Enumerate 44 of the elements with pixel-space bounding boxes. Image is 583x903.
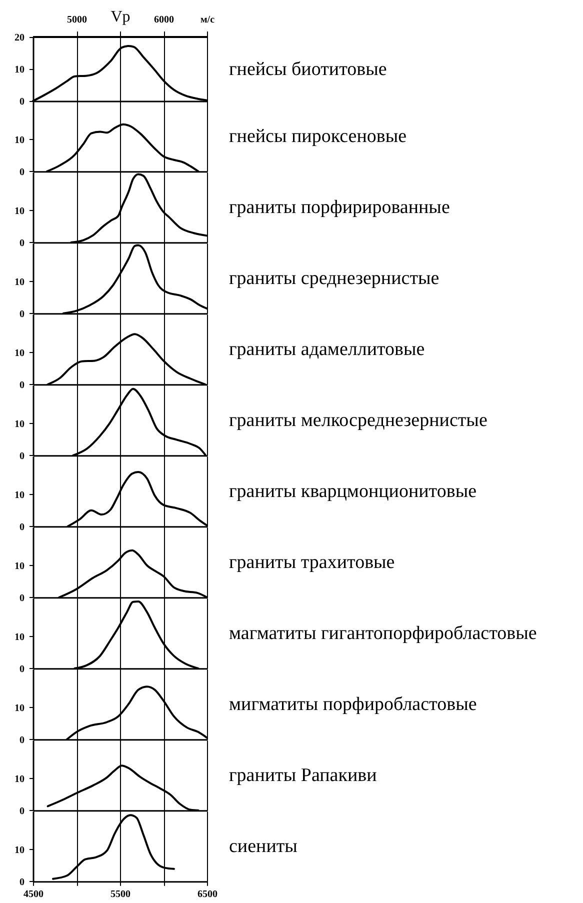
x-tick-label: 5500 <box>110 888 130 900</box>
y-tick-label: 0 <box>20 522 24 533</box>
y-tick-label: 10 <box>14 774 24 785</box>
series-label: мигматиты порфиробластовые <box>229 694 477 716</box>
text: магматиты гигантопорфиробластовые <box>229 623 537 644</box>
series-label: граниты кварцмонционитовые <box>229 481 477 502</box>
text: граниты Рапакиви <box>229 765 377 786</box>
y-tick-label: 10 <box>14 64 24 76</box>
y-tick-label: 10 <box>14 276 24 288</box>
text: сиениты <box>229 836 298 858</box>
x2-tick-label: м/с <box>200 14 216 26</box>
y-tick-label: 10 <box>14 206 24 217</box>
x-tick-label: 6500 <box>198 888 218 900</box>
y-tick-label: 0 <box>20 96 24 108</box>
x-tick-label: 4500 <box>24 888 44 900</box>
y-tick-label: 10 <box>14 418 24 430</box>
y-tick-label: 0 <box>20 450 24 462</box>
y-tick-label: 0 <box>20 876 24 888</box>
y-tick-label: 0 <box>20 166 24 178</box>
y-tick-label: 0 <box>20 664 24 675</box>
y-tick-label: 0 <box>20 308 24 320</box>
y-tick-label: 10 <box>14 348 24 359</box>
y-tick-label: 10 <box>14 490 24 501</box>
x2-tick-label: 5000 <box>67 14 87 26</box>
y-tick-label: 0 <box>20 592 24 604</box>
series-label: граниты среднезернистые <box>229 268 440 290</box>
series-label: граниты мелкосреднезернистые <box>229 410 488 432</box>
text: гнейсы пироксеновые <box>229 126 407 148</box>
series-label: граниты адамеллитовые <box>229 339 425 360</box>
series-label: граниты трахитовые <box>229 552 395 574</box>
y-tick-label: 20 <box>14 32 24 44</box>
series-label: граниты порфирированные <box>229 197 450 218</box>
y-tick-label: 10 <box>14 560 24 572</box>
y-tick-label: 0 <box>20 238 24 249</box>
y-tick-label: 10 <box>14 632 24 643</box>
y-tick-label: 10 <box>14 134 24 146</box>
y-tick-label: 0 <box>20 380 24 391</box>
x2-tick-label: 6000 <box>154 14 174 26</box>
y-tick-label: 10 <box>14 844 24 856</box>
x2-axis-title: Vp <box>110 8 130 26</box>
y-tick-label: 0 <box>20 806 24 817</box>
y-tick-label: 10 <box>14 702 24 714</box>
series-label: гнейсы биотитовые <box>229 59 387 80</box>
y-tick-label: 0 <box>20 734 24 746</box>
